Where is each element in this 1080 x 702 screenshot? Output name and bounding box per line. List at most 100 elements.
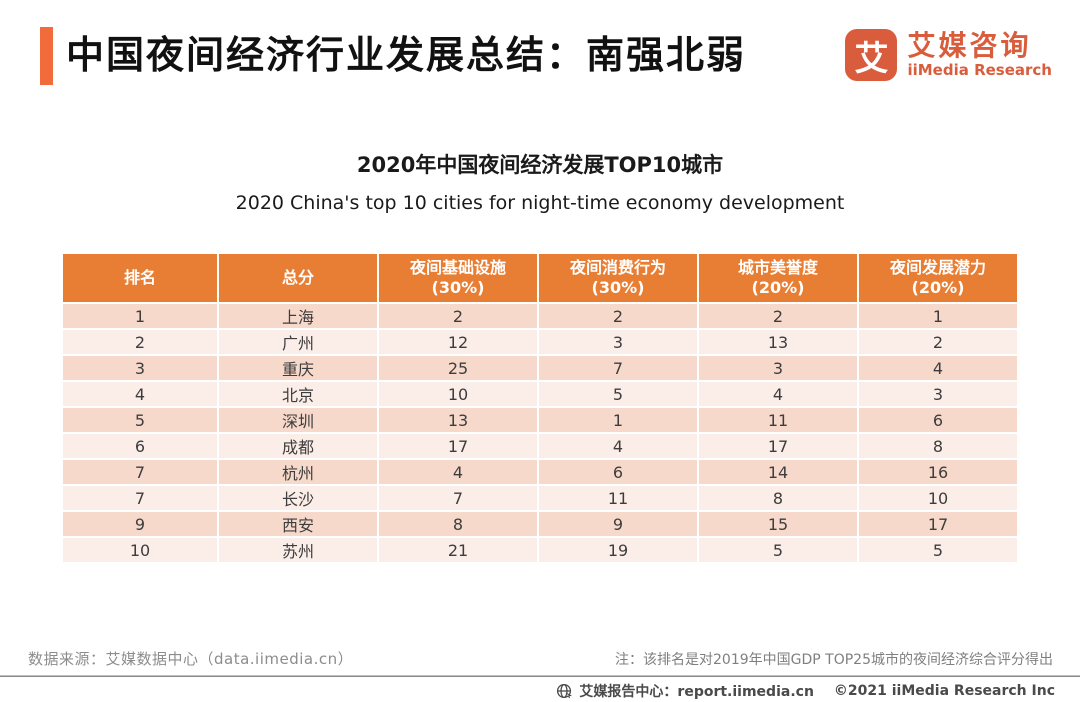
table-cell: 5	[857, 536, 1019, 564]
table-cell: 15	[697, 510, 859, 538]
table-cell: 2	[537, 302, 699, 330]
bottom-bar: 艾媒报告中心：report.iimedia.cn ©2021 iiMedia R…	[556, 681, 1055, 701]
table-cell: 9	[537, 510, 699, 538]
table-cell: 杭州	[217, 458, 379, 486]
table-cell: 17	[697, 432, 859, 460]
column-header-consumption: 夜间消费行为 (30%)	[537, 252, 699, 304]
table-header-row: 排名 总分 夜间基础设施 (30%) 夜间消费行为 (30%) 城市美誉度	[61, 252, 1019, 304]
table-cell: 19	[537, 536, 699, 564]
table-cell: 9	[61, 510, 219, 538]
table-cell: 21	[377, 536, 539, 564]
table-row: 1 上海 2 2 2 1	[61, 302, 1019, 330]
table-cell: 7	[61, 484, 219, 512]
table-title: 2020年中国夜间经济发展TOP10城市	[356, 153, 724, 177]
table-cell: 17	[377, 432, 539, 460]
table-cell: 2	[377, 302, 539, 330]
ranking-table: 排名 总分 夜间基础设施 (30%) 夜间消费行为 (30%) 城市美誉度	[61, 252, 1019, 564]
column-header-label: 夜间消费行为	[569, 258, 666, 277]
table-cell: 苏州	[217, 536, 379, 564]
column-header-score: 总分	[217, 252, 379, 304]
column-header-infrastructure: 夜间基础设施 (30%)	[377, 252, 539, 304]
table-row: 9 西安 8 9 15 17	[61, 510, 1019, 538]
column-header-label: 夜间发展潜力	[889, 258, 986, 277]
logo-name-en: iiMedia Research	[907, 61, 1052, 80]
table-cell: 6	[857, 406, 1019, 434]
column-header-label: 排名	[123, 268, 156, 287]
table-cell: 8	[697, 484, 859, 512]
table-cell: 8	[377, 510, 539, 538]
table-cell: 5	[61, 406, 219, 434]
column-header-sublabel: (20%)	[751, 278, 805, 297]
logo-text: 艾媒咨询 iiMedia Research	[907, 30, 1052, 80]
title-group: 中国夜间经济行业发展总结：南强北弱	[40, 27, 746, 85]
table-row: 2 广州 12 3 13 2	[61, 328, 1019, 356]
footer-divider	[0, 675, 1080, 677]
table-cell: 13	[697, 328, 859, 356]
globe-icon	[556, 683, 573, 699]
table-cell: 长沙	[217, 484, 379, 512]
table-cell: 上海	[217, 302, 379, 330]
report-center-text: 艾媒报告中心：report.iimedia.cn	[579, 684, 814, 700]
iimedia-logo: 艾 艾媒咨询 iiMedia Research	[845, 29, 1052, 81]
table-cell: 4	[537, 432, 699, 460]
table-cell: 3	[61, 354, 219, 382]
table-cell: 重庆	[217, 354, 379, 382]
table-row: 10 苏州 21 19 5 5	[61, 536, 1019, 564]
iimedia-logo-icon: 艾	[845, 29, 898, 81]
table-row: 7 杭州 4 6 14 16	[61, 458, 1019, 486]
table-cell: 4	[61, 380, 219, 408]
data-source: 数据来源：艾媒数据中心（data.iimedia.cn）	[28, 650, 354, 668]
table-cell: 11	[697, 406, 859, 434]
table-cell: 深圳	[217, 406, 379, 434]
table-cell: 1	[537, 406, 699, 434]
table-cell: 10	[377, 380, 539, 408]
table-cell: 17	[857, 510, 1019, 538]
table-cell: 广州	[217, 328, 379, 356]
page-title: 中国夜间经济行业发展总结：南强北弱	[66, 33, 747, 78]
table-cell: 2	[857, 328, 1019, 356]
table-cell: 1	[61, 302, 219, 330]
table-cell: 2	[61, 328, 219, 356]
table-cell: 西安	[217, 510, 379, 538]
table-cell: 成都	[217, 432, 379, 460]
table-cell: 7	[377, 484, 539, 512]
table-cell: 7	[537, 354, 699, 382]
table-cell: 6	[537, 458, 699, 486]
table-cell: 11	[537, 484, 699, 512]
copyright-text: ©2021 iiMedia Research Inc	[833, 683, 1055, 699]
table-cell: 3	[697, 354, 859, 382]
footer-row: 数据来源：艾媒数据中心（data.iimedia.cn） 注：该排名是对2019…	[28, 648, 1053, 669]
table-cell: 10	[61, 536, 219, 564]
column-header-potential: 夜间发展潜力 (20%)	[857, 252, 1019, 304]
table-cell: 3	[537, 328, 699, 356]
table-cell: 3	[857, 380, 1019, 408]
table-cell: 12	[377, 328, 539, 356]
table-cell: 4	[857, 354, 1019, 382]
table-cell: 北京	[217, 380, 379, 408]
column-header-label: 城市美誉度	[737, 258, 818, 277]
column-header-rank: 排名	[61, 252, 219, 304]
column-header-sublabel: (20%)	[911, 278, 965, 297]
column-header-reputation: 城市美誉度 (20%)	[697, 252, 859, 304]
column-header-sublabel: (30%)	[591, 278, 645, 297]
column-header-label: 总分	[281, 268, 314, 287]
footnote: 注：该排名是对2019年中国GDP TOP25城市的夜间经济综合评分得出	[615, 652, 1053, 668]
table-cell: 16	[857, 458, 1019, 486]
column-header-label: 夜间基础设施	[409, 258, 506, 277]
table-cell: 5	[537, 380, 699, 408]
table-body: 1 上海 2 2 2 1 2 广州 12 3 13 2 3 重庆 25 7 3 4 4 北京 10 5 4 3 5 深圳 13 1 11…	[61, 302, 1019, 564]
table-cell: 7	[61, 458, 219, 486]
table-cell: 25	[377, 354, 539, 382]
header: 中国夜间经济行业发展总结：南强北弱 艾 艾媒咨询 iiMedia Researc…	[0, 0, 1080, 85]
table-row: 4 北京 10 5 4 3	[61, 380, 1019, 408]
table-row: 5 深圳 13 1 11 6	[61, 406, 1019, 434]
column-header-sublabel: (30%)	[431, 278, 485, 297]
table-cell: 5	[697, 536, 859, 564]
table-cell: 10	[857, 484, 1019, 512]
table-cell: 1	[857, 302, 1019, 330]
table-cell: 4	[697, 380, 859, 408]
table-cell: 6	[61, 432, 219, 460]
title-accent-bar	[40, 27, 53, 85]
table-subtitle: 2020 China's top 10 cities for night-tim…	[235, 192, 845, 214]
table-cell: 14	[697, 458, 859, 486]
